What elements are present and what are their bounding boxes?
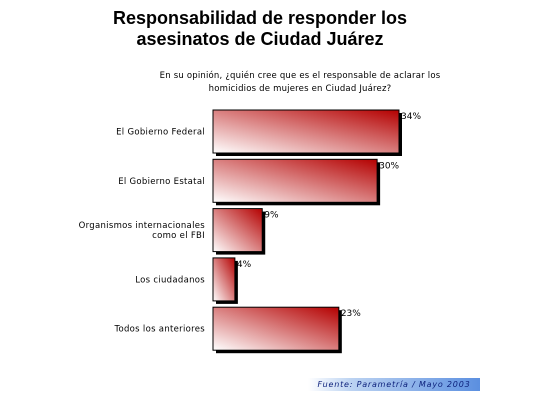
chart-title-line-2: asesinatos de Ciudad Juárez [136,29,384,49]
value-label: 23% [341,309,361,319]
category-label: Todos los anteriores [113,325,205,335]
category-label: Los ciudadanos [135,275,205,285]
value-label: 4% [237,260,252,270]
bar [212,257,236,302]
bar [212,306,340,351]
chart-title: Responsabilidad de responder los asesina… [60,8,460,50]
category-label: El Gobierno Estatal [118,177,205,187]
bar [212,158,378,203]
value-label: 30% [379,161,399,171]
bar [212,109,400,154]
chart-subtitle: En su opinión, ¿quién cree que es el res… [100,70,500,96]
source-note: Fuente: Parametría / Mayo 2003 [308,378,480,391]
chart-title-line-1: Responsabilidad de responder los [112,8,408,28]
bar [212,208,263,253]
value-label: 9% [264,211,279,221]
category-label: El Gobierno Federal [116,128,205,138]
chart-subtitle-line-1: En su opinión, ¿quién cree que es el res… [159,71,441,81]
chart-subtitle-line-2: homicidios de mujeres en Ciudad Juárez? [208,84,392,94]
value-label: 34% [401,112,421,122]
category-label: como el FBI [152,231,205,241]
category-label: Organismos internacionales [79,221,206,231]
